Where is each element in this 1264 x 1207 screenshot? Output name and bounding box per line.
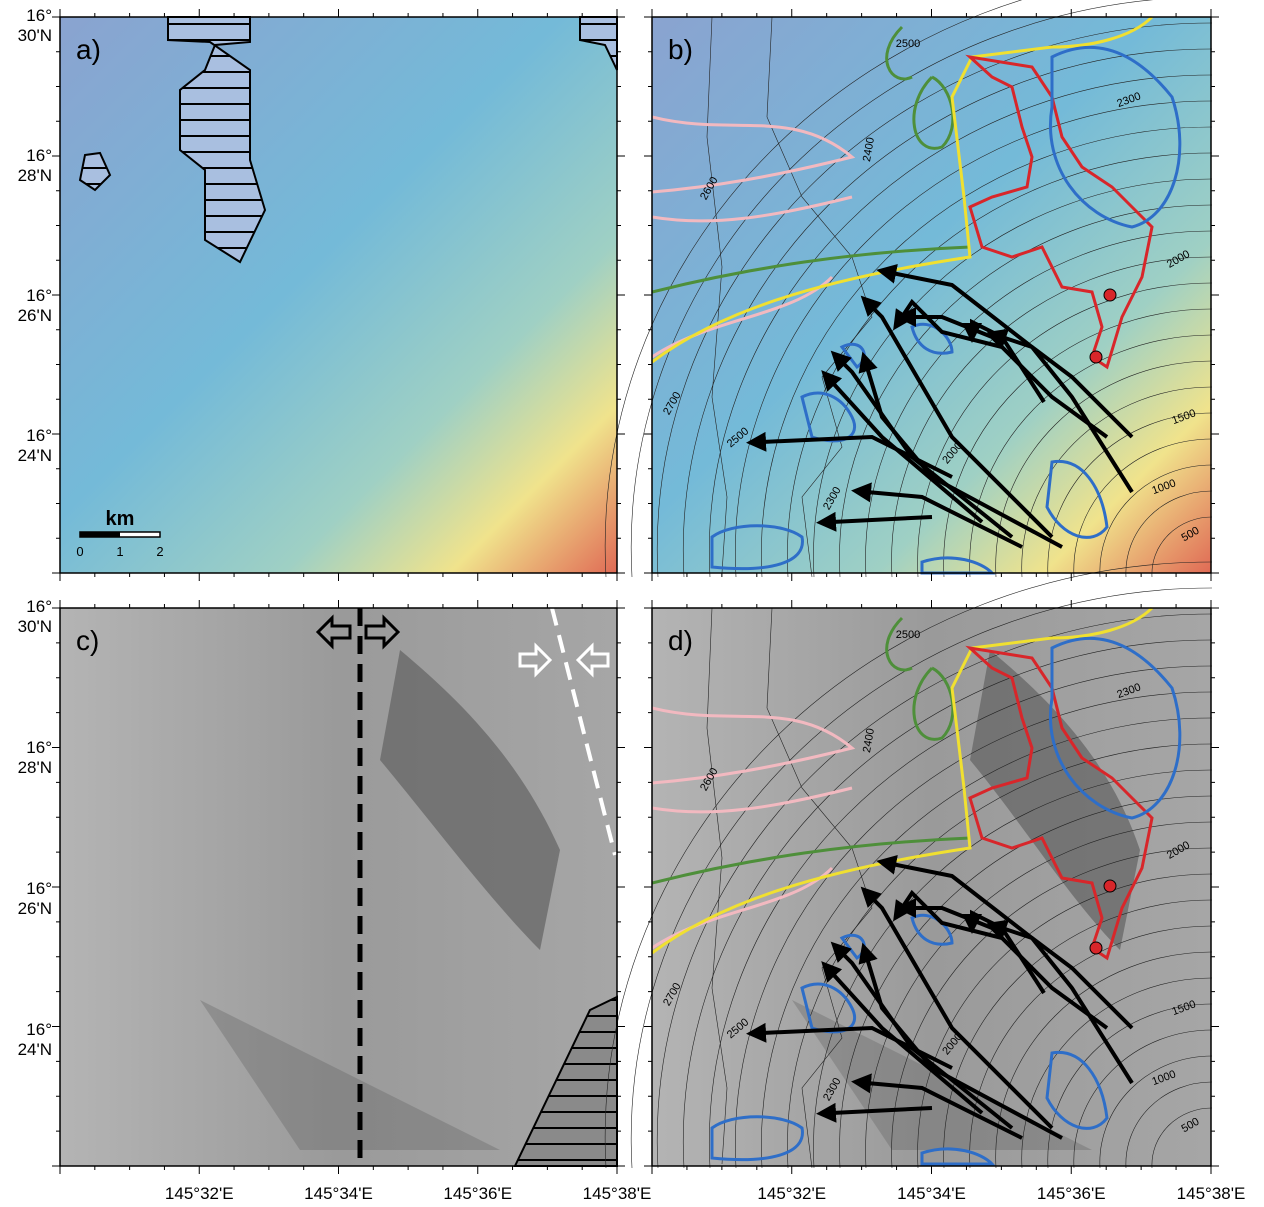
lat-minute: 30'N [18, 617, 52, 636]
lon-label: 145°34'E [897, 1184, 966, 1203]
scale-tick: 0 [76, 544, 83, 559]
lat-degree: 16° [26, 426, 52, 445]
red-marker [1104, 880, 1116, 892]
contour-label: 2500 [896, 629, 920, 641]
panel-a-map [60, 17, 617, 573]
lat-degree: 16° [26, 879, 52, 898]
lon-label: 145°36'E [1037, 1184, 1106, 1203]
scale-tick: 2 [156, 544, 163, 559]
lat-minute: 28'N [18, 758, 52, 777]
lat-degree: 16° [26, 597, 52, 616]
lat-degree: 16° [26, 286, 52, 305]
panel-label: a) [76, 34, 101, 65]
lon-label: 145°32'E [757, 1184, 826, 1203]
lat-minute: 26'N [18, 899, 52, 918]
panel-label: b) [668, 34, 693, 65]
scale-tick: 1 [116, 544, 123, 559]
scale-unit: km [106, 508, 135, 530]
lat-minute: 28'N [18, 166, 52, 185]
lon-label: 145°34'E [304, 1184, 373, 1203]
lon-label: 145°38'E [1177, 1184, 1246, 1203]
lat-degree: 16° [26, 146, 52, 165]
lat-minute: 24'N [18, 1040, 52, 1059]
contour-label: 2500 [896, 38, 920, 50]
panel-label: c) [76, 625, 99, 656]
red-marker [1090, 351, 1102, 363]
panel-label: d) [668, 625, 693, 656]
lat-minute: 24'N [18, 446, 52, 465]
figure: km 2500230024002600200027002500200015001… [0, 0, 1264, 1207]
lon-label: 145°36'E [443, 1184, 512, 1203]
red-marker [1090, 942, 1102, 954]
lat-degree: 16° [26, 1020, 52, 1039]
lon-label: 145°32'E [165, 1184, 234, 1203]
red-marker [1104, 289, 1116, 301]
lat-degree: 16° [26, 738, 52, 757]
lat-degree: 16° [26, 6, 52, 25]
lat-minute: 26'N [18, 306, 52, 325]
lat-minute: 30'N [18, 26, 52, 45]
lon-label: 145°38'E [583, 1184, 652, 1203]
